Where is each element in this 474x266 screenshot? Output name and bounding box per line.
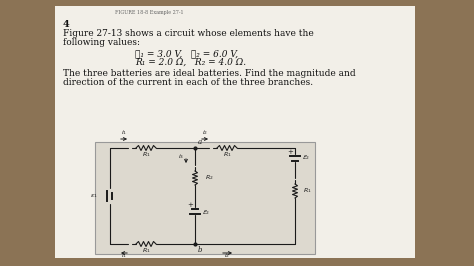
- Text: $\mathcal{E}_2$: $\mathcal{E}_2$: [202, 209, 210, 217]
- Text: Figure 27-13 shows a circuit whose elements have the: Figure 27-13 shows a circuit whose eleme…: [63, 29, 314, 38]
- Text: $R_1$: $R_1$: [303, 186, 312, 196]
- Text: following values:: following values:: [63, 38, 140, 47]
- Bar: [95, 142, 315, 254]
- Text: +: +: [187, 201, 193, 209]
- Text: +: +: [287, 148, 293, 156]
- Text: FIGURE 18-8 Example 27-1: FIGURE 18-8 Example 27-1: [115, 10, 183, 15]
- Text: $i_1$: $i_1$: [121, 128, 127, 137]
- Bar: [55, 6, 415, 258]
- Text: $i_2$: $i_2$: [202, 128, 208, 137]
- Text: $\mathcal{E}_2$: $\mathcal{E}_2$: [302, 153, 310, 163]
- Text: $i_2$: $i_2$: [225, 251, 230, 260]
- Text: b: b: [198, 246, 202, 254]
- Text: a: a: [198, 138, 202, 146]
- Text: $R_2$: $R_2$: [205, 173, 214, 182]
- Text: $i_1$: $i_1$: [121, 251, 127, 260]
- Text: $\varepsilon_1$: $\varepsilon_1$: [90, 192, 98, 200]
- Text: direction of the current in each of the three branches.: direction of the current in each of the …: [63, 78, 313, 87]
- Text: $R_1$: $R_1$: [223, 151, 231, 159]
- Text: ℈₁ = 3.0 V,   ℈₂ = 6.0 V,: ℈₁ = 3.0 V, ℈₂ = 6.0 V,: [135, 49, 238, 58]
- Text: $i_3$: $i_3$: [178, 152, 184, 161]
- Text: The three batteries are ideal batteries. Find the magnitude and: The three batteries are ideal batteries.…: [63, 69, 356, 78]
- Text: R₁ = 2.0 Ω,   R₂ = 4.0 Ω.: R₁ = 2.0 Ω, R₂ = 4.0 Ω.: [135, 58, 246, 67]
- Text: $R_1$: $R_1$: [142, 151, 150, 159]
- Text: 4: 4: [63, 20, 70, 29]
- Text: $R_1$: $R_1$: [142, 247, 150, 255]
